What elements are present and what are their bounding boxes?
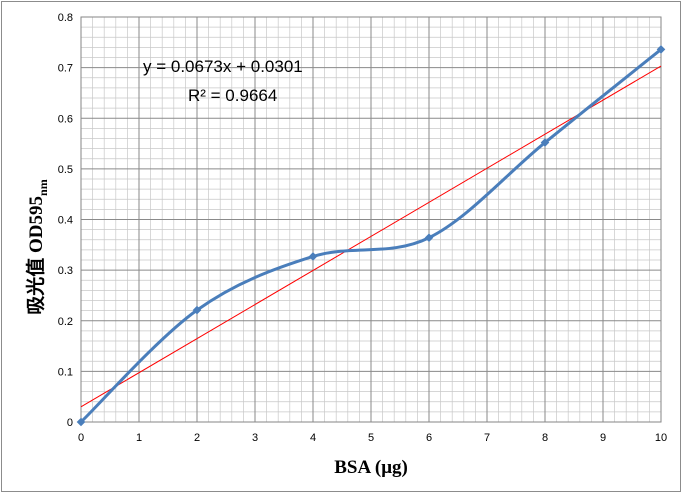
linear-trendline	[80, 65, 662, 408]
y-tick-labels: 0 0.1 0.2 0.3 0.4 0.5 0.6 0.7 0.8	[58, 12, 73, 429]
y-axis-title-main: 吸光值 OD595	[24, 196, 47, 315]
y-tick-label: 0.8	[58, 12, 73, 24]
series-markers	[76, 45, 666, 427]
data-point-marker	[192, 305, 202, 315]
series-line	[79, 48, 662, 424]
x-tick-label: 3	[252, 432, 258, 444]
x-tick-label: 1	[136, 432, 142, 444]
x-tick-label: 8	[542, 432, 548, 444]
y-tick-label: 0	[67, 417, 73, 429]
y-axis-title: 吸光值 OD595nm	[24, 179, 50, 314]
x-tick-label: 2	[194, 432, 200, 444]
data-point-marker	[76, 417, 86, 427]
trendline-equation: y = 0.0673x + 0.0301	[143, 57, 303, 76]
major-gridlines	[81, 17, 661, 422]
data-point-marker	[656, 45, 666, 54]
x-tick-label: 9	[600, 432, 606, 444]
x-axis-title: BSA (μg)	[334, 457, 408, 478]
plot-area-border	[80, 16, 662, 423]
x-tick-label: 10	[655, 432, 667, 444]
x-tick-label: 4	[310, 432, 316, 444]
data-point-marker	[424, 233, 434, 243]
y-tick-label: 0.6	[58, 113, 73, 125]
r-squared-label: R² = 0.9664	[188, 86, 277, 105]
y-tick-label: 0.4	[58, 215, 73, 227]
x-tick-labels: 0 1 2 3 4 5 6 7 8 9 10	[78, 432, 667, 444]
y-tick-label: 0.5	[58, 164, 73, 176]
y-tick-label: 0.7	[58, 63, 73, 75]
x-tick-label: 5	[368, 432, 374, 444]
y-tick-label: 0.2	[58, 316, 73, 328]
y-tick-label: 0.1	[58, 366, 73, 378]
x-tick-label: 7	[484, 432, 490, 444]
y-tick-label: 0.3	[58, 265, 73, 277]
data-point-marker	[540, 138, 550, 147]
x-tick-label: 0	[78, 432, 84, 444]
data-point-marker	[308, 252, 318, 261]
x-tick-label: 6	[426, 432, 432, 444]
y-axis-title-subscript: nm	[36, 179, 50, 196]
